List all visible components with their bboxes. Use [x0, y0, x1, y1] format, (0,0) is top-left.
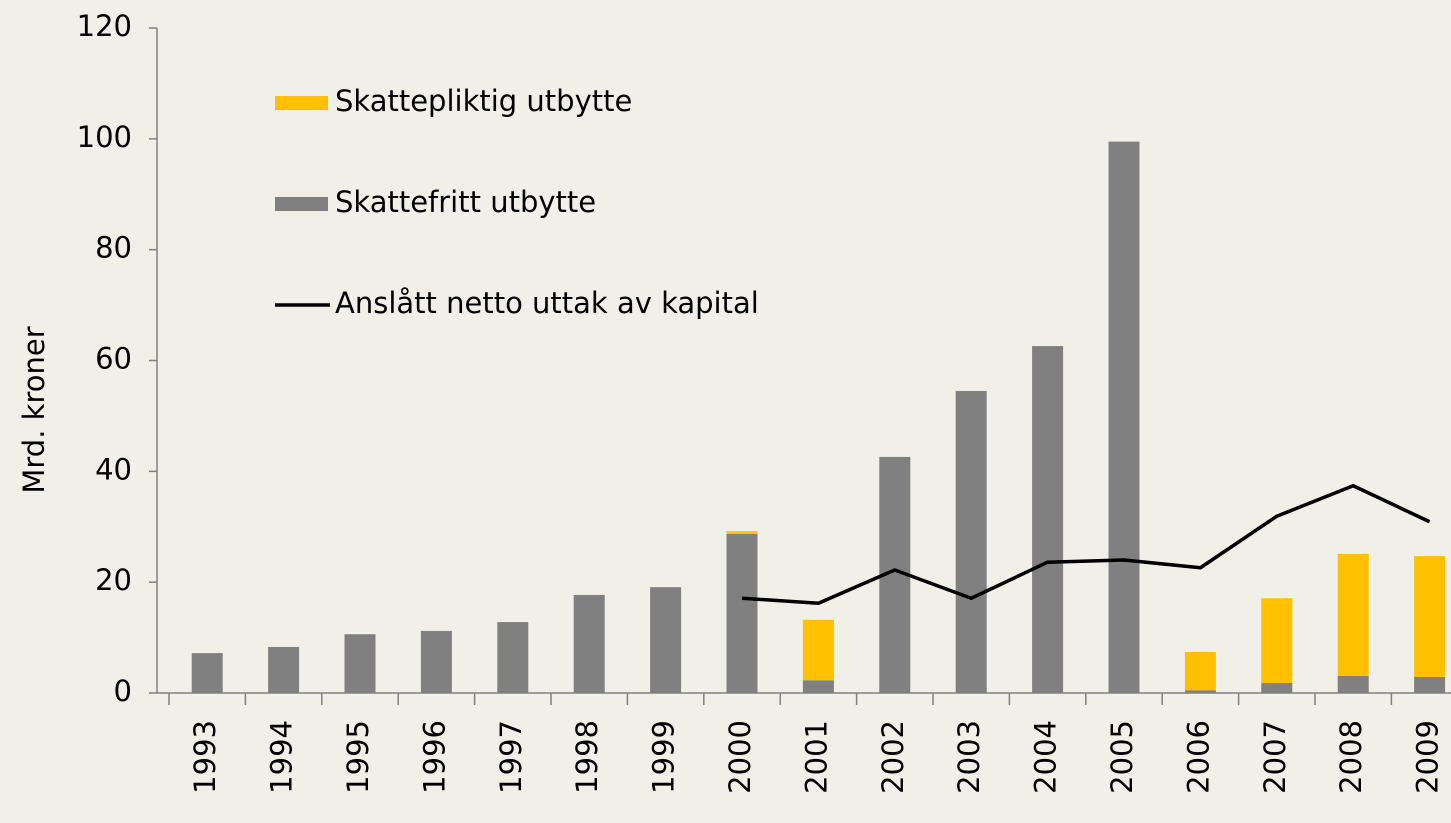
x-tick-label: 2002 — [876, 720, 910, 794]
bar — [268, 647, 300, 693]
bar — [726, 533, 758, 693]
y-tick-label: 60 — [95, 342, 132, 376]
x-tick-label: 1993 — [188, 720, 222, 794]
bar — [1261, 683, 1293, 693]
bar — [1337, 553, 1369, 676]
x-tick-label: 1994 — [265, 720, 299, 794]
bar — [1032, 346, 1064, 693]
x-tick-label: 1997 — [494, 720, 528, 794]
bar — [420, 630, 452, 693]
y-tick-label: 40 — [95, 452, 132, 486]
bar — [1261, 598, 1293, 684]
x-tick-label: 2003 — [952, 720, 986, 794]
bar — [1414, 676, 1446, 693]
bar — [650, 587, 682, 693]
x-tick-label: 2008 — [1334, 720, 1368, 794]
bar — [1108, 141, 1140, 693]
bar — [497, 622, 529, 693]
x-tick-label: 1998 — [570, 720, 604, 794]
x-tick-label: 2009 — [1411, 720, 1445, 794]
legend-label: Skattefritt utbytte — [335, 185, 596, 219]
bar — [191, 653, 223, 693]
bar — [802, 680, 834, 693]
x-tick-label: 2005 — [1105, 720, 1139, 794]
bar — [573, 594, 605, 693]
x-tick-label: 2004 — [1029, 720, 1063, 794]
bar — [344, 634, 376, 693]
y-tick-label: 0 — [114, 674, 132, 708]
x-tick-label: 2006 — [1181, 720, 1215, 794]
legend-swatch — [275, 96, 328, 110]
bar — [1337, 675, 1369, 693]
bar — [802, 619, 834, 681]
y-tick-label: 20 — [95, 563, 132, 597]
x-tick-label: 1995 — [341, 720, 375, 794]
x-tick-label: 1999 — [647, 720, 681, 794]
y-tick-label: 100 — [77, 120, 132, 154]
bar — [955, 390, 987, 693]
bar — [726, 531, 758, 534]
line — [741, 483, 1431, 605]
bar — [1184, 690, 1216, 693]
x-tick-label: 2001 — [799, 720, 833, 794]
bar — [1184, 651, 1216, 691]
x-tick-label: 2007 — [1258, 720, 1292, 794]
bar — [1414, 556, 1446, 677]
x-tick-label: 2000 — [723, 720, 757, 794]
y-tick-label: 120 — [77, 9, 132, 43]
legend-label: Anslått netto uttak av kapital — [335, 286, 759, 320]
legend-label: Skattepliktig utbytte — [335, 84, 632, 118]
x-tick-label: 1996 — [417, 720, 451, 794]
y-axis-label: Mrd. kroner — [17, 326, 51, 493]
legend-swatch — [275, 197, 328, 211]
y-tick-label: 80 — [95, 231, 132, 265]
